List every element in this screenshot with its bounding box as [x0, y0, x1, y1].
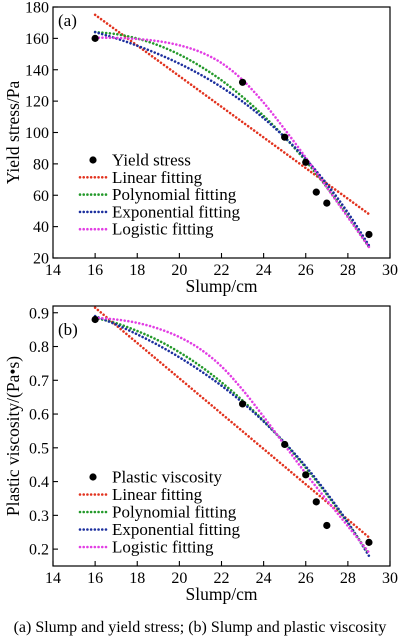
- x-tick-label: 26: [298, 262, 314, 279]
- x-tick-label: 22: [214, 570, 230, 587]
- x-tick-label: 28: [340, 262, 356, 279]
- y-tick-label: 0.4: [29, 474, 49, 491]
- x-tick-label: 24: [256, 262, 272, 279]
- x-axis-title: Slump/cm: [186, 276, 258, 296]
- data-point: [302, 471, 310, 479]
- data-point: [281, 440, 289, 449]
- x-axis-title: Slump/cm: [186, 584, 258, 604]
- legend-label: Exponential fitting: [112, 520, 240, 539]
- data-point: [302, 158, 310, 166]
- y-axis-title: Plastic viscosity/(Pa•s): [3, 356, 23, 516]
- y-tick-label: 0.2: [29, 542, 49, 559]
- y-tick-label: 120: [25, 94, 49, 111]
- x-tick-label: 16: [87, 262, 103, 279]
- y-tick-label: 20: [33, 251, 49, 268]
- y-tick-label: 0.8: [29, 339, 49, 356]
- y-tick-label: 0.3: [29, 508, 49, 525]
- x-tick-label: 24: [256, 570, 272, 587]
- legend-label: Yield stress: [112, 151, 191, 170]
- legend-marker: [89, 156, 97, 164]
- x-tick-label: 18: [129, 262, 145, 279]
- chart-b-plastic-viscosity: 14 16 18 20 22 24 26 28 30 0.2 0.3 0.4 0.5 0.6 0.7 0.8 0…: [3, 305, 398, 604]
- data-point: [91, 34, 99, 42]
- legend-label: Logistic fitting: [112, 220, 214, 239]
- legend-label: Linear fitting: [112, 168, 203, 187]
- x-tick-label: 22: [214, 262, 230, 279]
- chart-a-yield-stress: 14 16 18 20 22 24 26 28 30 20 40 60 80 100 120 140 160 18…: [3, 0, 398, 296]
- y-tick-label: 0.6: [29, 407, 49, 424]
- y-tick-label: 160: [25, 31, 49, 48]
- figure-caption: (a) Slump and yield stress; (b) Slump an…: [14, 619, 387, 636]
- x-tick-label: 20: [171, 570, 187, 587]
- data-point: [323, 199, 331, 207]
- y-tick-label: 40: [33, 219, 49, 236]
- series-line-logistic-fitting: [93, 36, 371, 249]
- legend-label: Linear fitting: [112, 485, 203, 504]
- series-line-exponential-fitting: [93, 314, 371, 558]
- y-tick-label: 80: [33, 156, 49, 173]
- y-tick-label: 0.5: [29, 440, 49, 457]
- series-line-linear-fitting: [93, 306, 371, 539]
- data-point: [323, 521, 331, 530]
- x-tick-label: 16: [87, 570, 103, 587]
- y-tick-label: 100: [25, 125, 49, 142]
- y-axis-title: Yield stress/Pa: [3, 81, 23, 185]
- data-point: [312, 188, 320, 196]
- legend-label: Polynomial fitting: [112, 185, 237, 204]
- legend-label: Polynomial fitting: [112, 503, 237, 522]
- legend-label: Logistic fitting: [112, 538, 214, 557]
- panel-label: (b): [58, 320, 78, 339]
- x-tick-label: 14: [45, 570, 61, 587]
- data-point: [281, 133, 289, 141]
- data-point: [312, 498, 320, 506]
- x-tick-label: 26: [298, 570, 314, 587]
- series-line-exponential-fitting: [93, 30, 371, 247]
- y-tick-label: 0.9: [29, 305, 49, 322]
- data-point: [365, 538, 373, 546]
- x-tick-label: 14: [45, 262, 61, 279]
- x-tick-label: 28: [340, 570, 356, 587]
- y-tick-label: 180: [25, 0, 49, 17]
- y-tick-label: 0.7: [29, 373, 49, 390]
- data-point: [238, 78, 247, 86]
- series-plastic-viscosity: [91, 315, 373, 546]
- y-tick-label: 140: [25, 62, 49, 79]
- series-line-logistic-fitting: [93, 316, 371, 554]
- x-tick-label: 20: [171, 262, 187, 279]
- legend-marker: [89, 473, 97, 481]
- panel-label: (a): [58, 11, 77, 30]
- x-tick-label: 18: [129, 570, 145, 587]
- series-yield-stress: [91, 34, 373, 239]
- data-point: [365, 230, 373, 239]
- data-point: [238, 400, 247, 408]
- y-tick-label: 60: [33, 188, 49, 205]
- legend-label: Plastic viscosity: [112, 468, 223, 487]
- series-line-linear-fitting: [93, 13, 371, 216]
- legend-label: Exponential fitting: [112, 202, 240, 221]
- x-tick-label: 30: [382, 262, 398, 279]
- x-tick-label: 30: [382, 570, 398, 587]
- data-point: [91, 315, 99, 324]
